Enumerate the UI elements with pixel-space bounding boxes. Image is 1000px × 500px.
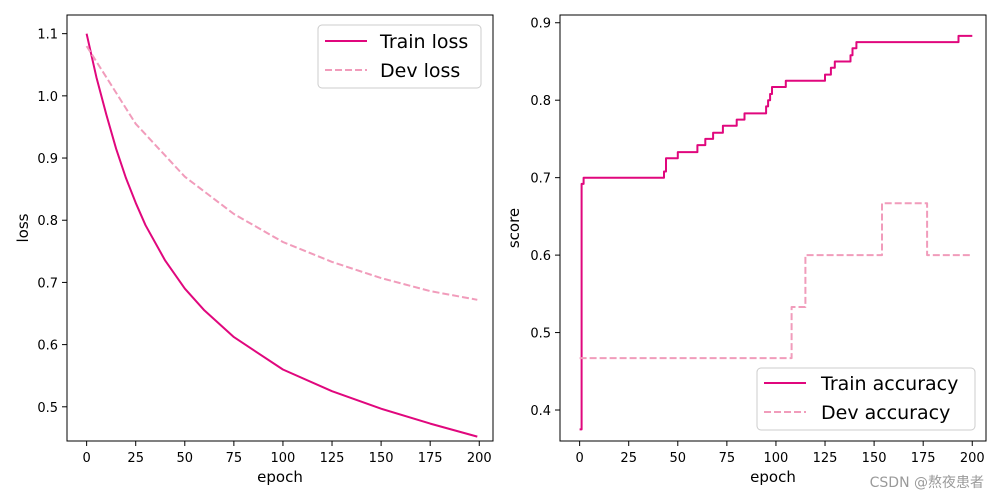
loss-y-tick-label: 0.6 (37, 339, 58, 354)
loss-legend-dev-label: Dev loss (380, 60, 460, 82)
loss-y-tick-label: 0.8 (37, 214, 58, 229)
accuracy-train-line (579, 34, 973, 431)
accuracy-legend-dev-label: Dev accuracy (821, 402, 950, 424)
accuracy-x-axis-label: epoch (750, 468, 796, 486)
loss-x-tick-label: 175 (418, 451, 443, 466)
accuracy-x-tick-label: 175 (911, 451, 936, 466)
accuracy-x-tick-label: 200 (960, 451, 985, 466)
loss-x-tick-label: 150 (369, 451, 394, 466)
loss-legend: Train loss Dev loss (317, 24, 482, 89)
accuracy-y-axis-label: score (505, 208, 523, 248)
loss-x-tick-label: 75 (226, 451, 243, 466)
accuracy-legend-box (756, 367, 976, 431)
accuracy-x-tick-label: 125 (813, 451, 838, 466)
loss-y-tick-label: 0.9 (37, 152, 58, 167)
accuracy-legend: Train accuracy Dev accuracy (756, 367, 976, 431)
accuracy-y-tick-label: 0.6 (530, 249, 551, 264)
accuracy-chart: epoch score Train accuracy Dev accuracy … (505, 14, 987, 486)
loss-x-tick-label: 50 (177, 451, 194, 466)
loss-y-axis-label: loss (14, 213, 32, 242)
loss-chart: epoch loss Train loss Dev loss 0 25 50 75 10… (14, 14, 494, 486)
loss-x-tick-label: 25 (127, 451, 144, 466)
loss-legend-train-label: Train loss (379, 31, 468, 53)
loss-dev-line (85, 45, 478, 301)
accuracy-x-tick-label: 150 (862, 451, 887, 466)
loss-x-tick-label: 100 (271, 451, 296, 466)
loss-x-tick-label: 0 (82, 451, 90, 466)
loss-y-tick-label: 0.5 (37, 401, 58, 416)
loss-y-tick-label: 0.7 (37, 276, 58, 291)
accuracy-y-tick-label: 0.8 (530, 94, 551, 109)
accuracy-x-tick-label: 25 (620, 451, 637, 466)
loss-train-line (85, 33, 478, 438)
loss-x-tick-label: 125 (320, 451, 345, 466)
accuracy-x-tick-label: 50 (670, 451, 687, 466)
loss-x-axis-label: epoch (257, 468, 303, 486)
loss-y-tick-label: 1.1 (37, 28, 58, 43)
accuracy-legend-train-label: Train accuracy (820, 373, 958, 395)
loss-y-tick-label: 1.0 (37, 90, 58, 105)
accuracy-x-tick-label: 0 (575, 451, 583, 466)
accuracy-y-tick-label: 0.9 (530, 17, 551, 32)
accuracy-y-tick-label: 0.4 (530, 404, 551, 419)
accuracy-x-tick-label: 100 (764, 451, 789, 466)
watermark: CSDN @熬夜患者 (869, 475, 984, 491)
accuracy-y-tick-label: 0.7 (530, 172, 551, 187)
loss-x-tick-label: 200 (467, 451, 492, 466)
accuracy-y-tick-label: 0.5 (530, 327, 551, 342)
accuracy-x-tick-label: 75 (719, 451, 736, 466)
